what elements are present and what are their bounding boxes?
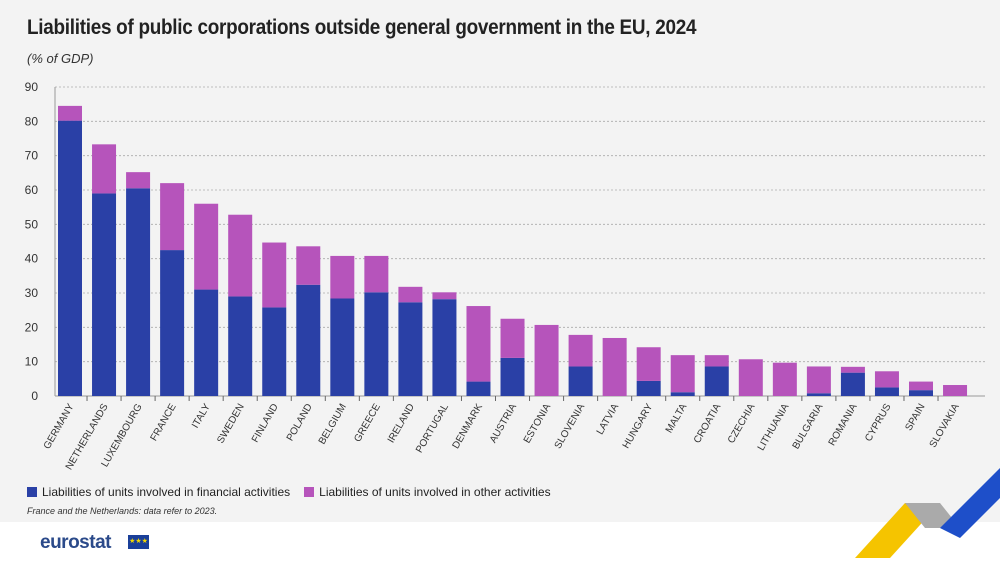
x-tick-label: BULGARIA [791,402,826,452]
bar-segment-other [58,105,82,121]
bar-segment-financial [840,372,865,396]
x-tick-label: SLOVAKIA [928,402,962,450]
bar-segment-other [874,371,899,388]
bar-segment-financial [568,366,593,396]
x-tick-label: CROATIA [692,402,724,446]
bar-segment-financial [398,302,423,396]
y-tick-label: 80 [25,114,39,128]
x-tick-label: CYPRUS [863,402,894,444]
y-axis-unit: (% of GDP) [27,51,94,66]
y-tick-label: 0 [31,389,38,403]
y-tick-label: 60 [25,183,39,197]
bar-segment-financial [874,387,899,396]
bar-segment-other [160,183,185,251]
x-tick-label: BELGIUM [317,402,349,446]
footer [0,522,1000,563]
bar-segment-other [228,214,253,297]
x-tick-label: MALTA [664,402,690,435]
x-tick-label: LITHUANIA [756,402,792,453]
x-tick-label: FRANCE [149,402,179,443]
bar-segment-financial [500,357,525,396]
bar-segment-financial [636,380,661,396]
y-tick-label: 40 [25,252,39,266]
x-tick-label: SPAIN [903,402,927,433]
bar-segment-financial [806,393,831,396]
bar-segment-other [262,242,287,308]
bar-segment-other [806,366,831,394]
x-tick-label: DENMARK [451,402,486,451]
bar-segment-other [670,355,695,393]
bar-segment-other [772,362,797,396]
y-tick-label: 10 [25,355,39,369]
bar-segment-financial [262,307,287,396]
y-tick-label: 30 [25,286,39,300]
bar-segment-financial [296,284,321,396]
bar-segment-financial [330,298,355,396]
bar-segment-other [738,359,763,396]
bar-segment-financial [466,381,491,396]
x-tick-label: SLOVENIA [553,402,588,451]
legend: Liabilities of units involved in financi… [27,485,551,499]
eurostat-logo: eurostat [40,532,111,553]
bar-segment-other [364,255,389,293]
bar-segment-other [636,347,661,381]
legend-item-financial: Liabilities of units involved in financi… [27,485,290,499]
bar-segment-other [296,246,321,285]
bar-segment-other [909,381,933,391]
x-tick-label: CZECHIA [726,402,758,446]
x-tick-label: SWEDEN [215,402,246,446]
chart-title: Liabilities of public corporations outsi… [27,16,697,39]
bar-segment-other [568,334,593,367]
y-tick-label: 20 [25,320,39,334]
y-tick-label: 50 [25,217,39,231]
legend-label: Liabilities of units involved in other a… [319,485,551,499]
x-tick-label: ESTONIA [522,402,554,446]
x-tick-label: FINLAND [250,402,281,445]
x-tick-label: ROMANIA [827,402,860,448]
x-tick-label: POLAND [285,402,315,443]
bar-segment-other [840,366,865,373]
bar-segment-financial [58,120,82,396]
legend-item-other: Liabilities of units involved in other a… [304,485,551,499]
legend-label: Liabilities of units involved in financi… [42,485,291,499]
stacked-bar-chart: 0102030405060708090GERMANYNETHERLANDSLUX… [25,80,985,472]
bar-segment-other [602,337,627,396]
x-tick-label: HUNGARY [621,402,656,451]
bar-segment-financial [160,250,185,396]
eu-flag-icon: ★★★ [128,535,149,549]
x-tick-label: IRELAND [386,402,417,445]
footnote: France and the Netherlands: data refer t… [27,506,218,516]
bar-segment-financial [364,292,389,396]
bar-segment-financial [228,296,253,396]
y-tick-label: 90 [25,80,39,94]
bar-segment-other [126,172,151,189]
x-tick-label: GERMANY [42,402,77,452]
bar-segment-financial [432,299,457,396]
bar-segment-other [194,203,219,290]
y-tick-label: 70 [25,149,39,163]
bar-segment-other [432,292,457,300]
bar-segment-other [704,355,729,367]
bar-segment-other [466,306,491,382]
bar-segment-other [943,385,968,396]
bar-segment-financial [909,390,933,396]
x-tick-label: GREECE [352,402,383,444]
bar-segment-other [398,286,423,303]
legend-swatch [304,487,315,497]
bar-segment-other [330,255,355,299]
bar-segment-other [500,318,525,358]
bar-segment-other [92,144,117,194]
bar-segment-financial [92,193,117,396]
x-tick-label: LATVIA [595,402,622,437]
legend-swatch [27,487,37,497]
bar-segment-financial [194,289,219,396]
bar-segment-financial [126,188,151,396]
x-tick-label: ITALY [190,402,213,431]
x-tick-label: PORTUGAL [414,402,451,455]
bar-segment-financial [704,366,729,396]
decorative-chevron-icon [855,468,1000,558]
bar-segment-other [534,324,559,396]
x-tick-label: AUSTRIA [488,402,519,445]
bar-segment-financial [670,392,695,396]
